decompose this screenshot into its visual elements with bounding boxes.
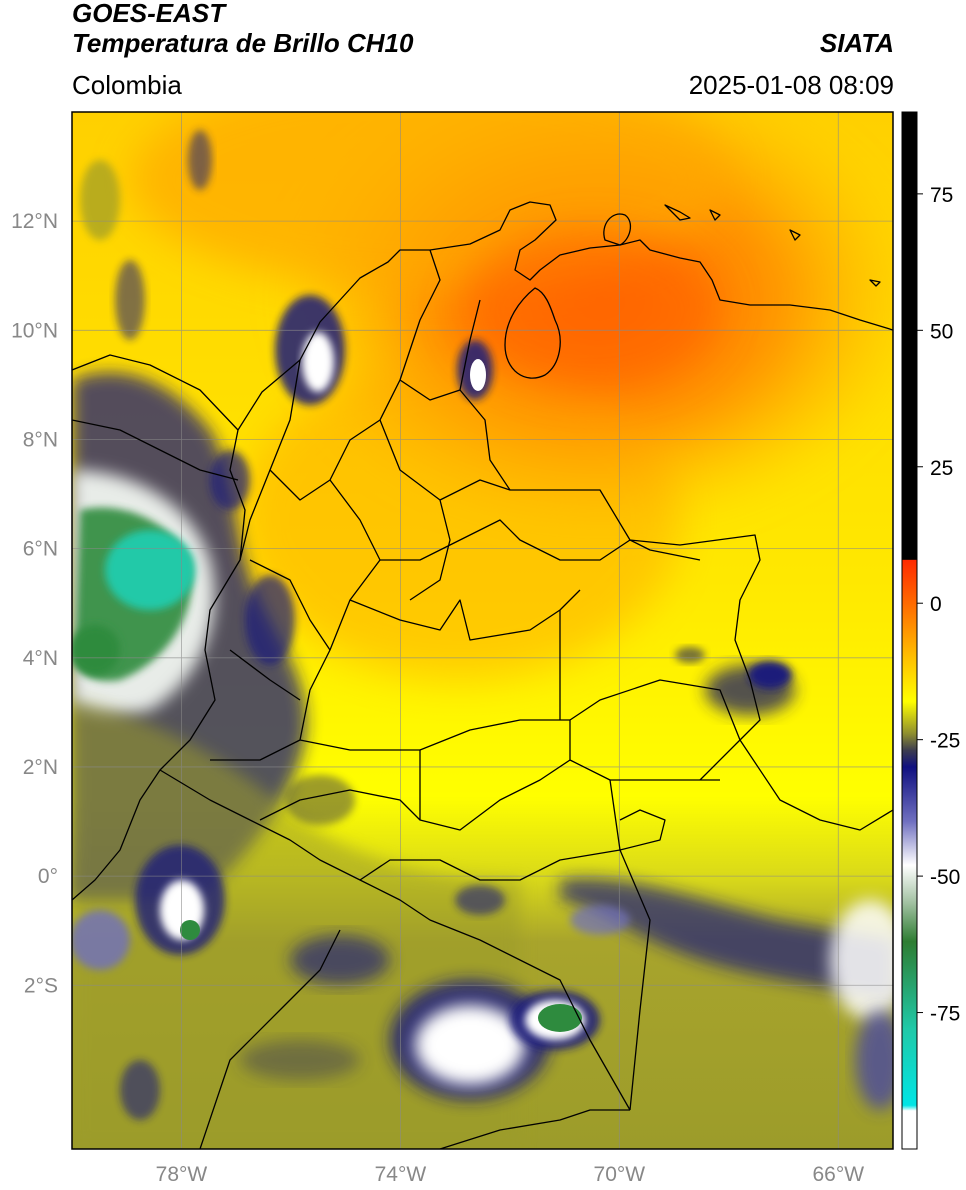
colorbar-tick-label: 0 <box>930 593 942 616</box>
panama-south-coast <box>72 419 239 481</box>
colorbar-tick-label: 25 <box>930 457 953 480</box>
longitude-tick-label: 78°W <box>156 1163 208 1186</box>
venezuela-brazil-border <box>739 739 893 831</box>
peru-brazil-border <box>439 1109 630 1149</box>
panama-coast <box>72 354 239 431</box>
longitude-tick-label: 70°W <box>594 1163 646 1186</box>
organization-label: SIATA <box>819 28 894 58</box>
latitude-tick-label: 10°N <box>11 319 58 342</box>
colorbar-tick-label: -25 <box>930 730 960 753</box>
lake-maracaibo <box>504 287 561 379</box>
latitude-tick-label: 2°S <box>24 974 58 997</box>
graticule <box>72 112 893 1149</box>
latitude-tick-label: 4°N <box>23 647 58 670</box>
latitude-labels: 12°N 10°N 8°N 6°N 4°N 2°N 0° 2°S <box>11 210 58 997</box>
colorbar-tick-label: -50 <box>930 866 960 889</box>
ecuador-peru-border <box>199 929 341 1149</box>
region-label: Colombia <box>72 70 182 100</box>
colorbar-tick-label: -75 <box>930 1003 960 1026</box>
colorbar-tick-label: 50 <box>930 320 953 343</box>
map-frame <box>71 111 894 1150</box>
longitude-tick-label: 66°W <box>812 1163 864 1186</box>
product-title: Temperatura de Brillo CH10 <box>72 28 414 58</box>
longitude-tick-label: 74°W <box>375 1163 427 1186</box>
latitude-tick-label: 8°N <box>23 428 58 451</box>
colombia-venezuela-border <box>459 299 761 741</box>
colorbar-ticks: 75 50 25 0 -25 -50 -75 <box>917 184 960 1026</box>
latitude-tick-label: 6°N <box>23 538 58 561</box>
satellite-title: GOES-EAST <box>72 0 226 28</box>
latitude-tick-label: 0° <box>38 865 58 888</box>
political-borders <box>72 201 893 1149</box>
latitude-tick-label: 12°N <box>11 210 58 233</box>
longitude-labels: 78°W 74°W 70°W 66°W <box>156 1163 865 1186</box>
paraguana-peninsula <box>603 213 632 246</box>
colorbar-gradient <box>901 111 918 1150</box>
caribbean-coastline <box>237 201 893 431</box>
pacific-coastline <box>72 429 246 901</box>
colorbar-tick-label: 75 <box>930 184 953 207</box>
latitude-tick-label: 2°N <box>23 756 58 779</box>
colorbar: 75 50 25 0 -25 -50 -75 <box>901 111 960 1150</box>
datetime-label: 2025-01-08 08:09 <box>688 70 894 100</box>
colombia-peru-border <box>159 769 631 1111</box>
